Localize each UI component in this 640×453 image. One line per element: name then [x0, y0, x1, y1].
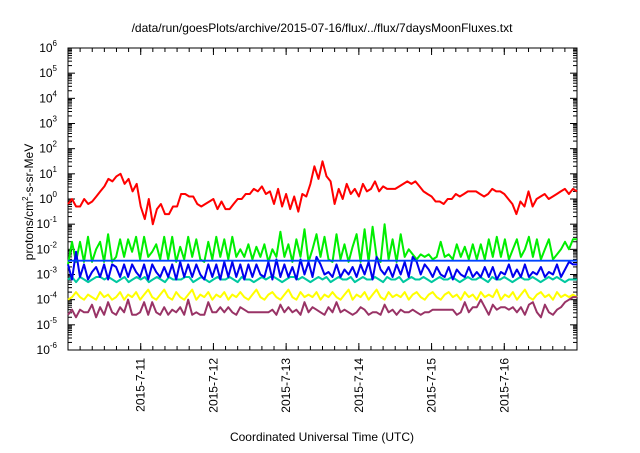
series-line-blue [67, 250, 577, 281]
y-tick-base: 10 [37, 217, 51, 231]
series-line-green [67, 223, 577, 265]
y-tick-base: 10 [37, 318, 51, 332]
y-tick-label: 105 [39, 64, 57, 80]
x-tick-label: 2015-7-16 [497, 358, 511, 413]
y-axis-label-prefix: protons/cm [22, 201, 36, 260]
y-tick-label: 10-4 [37, 291, 58, 307]
svg-text:protons/cm2-s-sr-MeV: protons/cm2-s-sr-MeV [21, 144, 36, 260]
series-layer [67, 160, 578, 319]
x-tick-label: 2015-7-14 [352, 358, 366, 413]
x-tick-label-group: 2015-7-11 [134, 358, 148, 412]
y-tick-label: 104 [39, 89, 57, 105]
y-tick-base: 10 [37, 242, 51, 256]
y-axis-ticks: 10-610-510-410-310-210-11001011021031041… [37, 39, 577, 357]
x-tick-label-group: 2015-7-16 [497, 358, 511, 413]
series-line-red [67, 160, 578, 226]
y-tick-base: 10 [39, 66, 53, 80]
series-line-yellow [67, 288, 578, 301]
chart-title: /data/run/goesPlots/archive/2015-07-16/f… [132, 21, 514, 35]
x-axis-label: Coordinated Universal Time (UTC) [230, 430, 414, 444]
y-tick-exponent: 5 [53, 64, 58, 73]
y-tick-exponent: -2 [50, 240, 58, 249]
y-tick-label: 100 [39, 190, 57, 206]
x-tick-label-group: 2015-7-14 [352, 358, 366, 413]
y-tick-exponent: 2 [53, 140, 58, 149]
y-tick-exponent: 6 [53, 39, 58, 48]
y-tick-base: 10 [39, 192, 53, 206]
y-tick-exponent: -4 [50, 291, 58, 300]
x-tick-label-group: 2015-7-13 [279, 358, 293, 413]
y-tick-base: 10 [37, 343, 51, 357]
y-tick-label: 10-6 [37, 341, 58, 357]
y-tick-label: 10-3 [37, 266, 58, 282]
series-line-cyan [67, 276, 577, 284]
y-tick-label: 101 [39, 165, 57, 181]
y-axis-label-suffix: -s-sr-MeV [22, 144, 36, 197]
y-tick-base: 10 [37, 268, 51, 282]
y-tick-exponent: 4 [53, 89, 58, 98]
y-tick-base: 10 [39, 167, 53, 181]
y-tick-label: 102 [39, 140, 57, 156]
y-tick-exponent: 1 [53, 165, 58, 174]
x-tick-label: 2015-7-13 [279, 358, 293, 413]
y-tick-label: 103 [39, 115, 57, 131]
y-tick-exponent: 3 [53, 115, 58, 124]
y-tick-exponent: -1 [50, 215, 58, 224]
y-tick-label: 106 [39, 39, 57, 55]
y-tick-exponent: -3 [50, 266, 58, 275]
y-tick-label: 10-5 [37, 316, 58, 332]
y-tick-exponent: 0 [53, 190, 58, 199]
x-tick-label-group: 2015-7-12 [206, 358, 220, 413]
x-axis-ticks: 2015-7-11 2015-7-12 2015-7-13 2015-7-14 2015… [79, 48, 566, 413]
y-tick-base: 10 [37, 293, 51, 307]
y-axis-label: protons/cm2-s-sr-MeV [21, 144, 36, 260]
x-tick-label-group: 2015-7-15 [425, 358, 439, 413]
y-tick-label: 10-1 [37, 215, 58, 231]
y-tick-exponent: -5 [50, 316, 58, 325]
y-axis-label-sup: 2 [21, 196, 30, 201]
y-tick-base: 10 [39, 41, 53, 55]
x-tick-label: 2015-7-12 [206, 358, 220, 413]
x-tick-label: 2015-7-11 [134, 358, 148, 412]
y-tick-base: 10 [39, 142, 53, 156]
y-tick-label: 10-2 [37, 240, 58, 256]
y-tick-exponent: -6 [50, 341, 58, 350]
y-tick-base: 10 [39, 91, 53, 105]
y-tick-base: 10 [39, 117, 53, 131]
x-tick-label: 2015-7-15 [425, 358, 439, 413]
series-line-purple [67, 296, 577, 319]
